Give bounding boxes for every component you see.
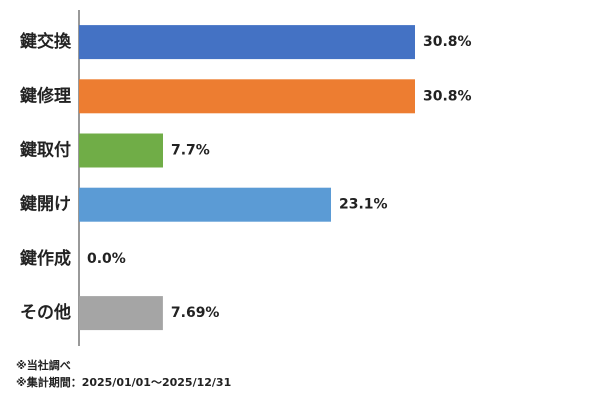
- bar: [79, 187, 331, 222]
- category-label: 鍵修理: [20, 85, 71, 106]
- bar: [79, 296, 163, 331]
- bar: [79, 25, 415, 60]
- bar: [79, 79, 415, 114]
- value-label: 23.1%: [339, 197, 388, 213]
- value-label: 30.8%: [423, 88, 472, 104]
- category-label: 鍵作成: [20, 248, 71, 269]
- value-label: 30.8%: [423, 34, 472, 50]
- value-label: 7.69%: [171, 305, 220, 321]
- category-label: 鍵開け: [20, 194, 71, 215]
- category-label: 鍵交換: [20, 31, 72, 52]
- bar: [79, 133, 163, 168]
- value-label: 0.0%: [87, 251, 126, 267]
- value-label: 7.7%: [171, 143, 210, 159]
- category-label: 鍵取付: [20, 140, 71, 161]
- note: ※集計期間：2025/01/01〜2025/12/31: [16, 375, 231, 389]
- category-label: その他: [20, 302, 71, 323]
- note: ※当社調べ: [16, 358, 71, 372]
